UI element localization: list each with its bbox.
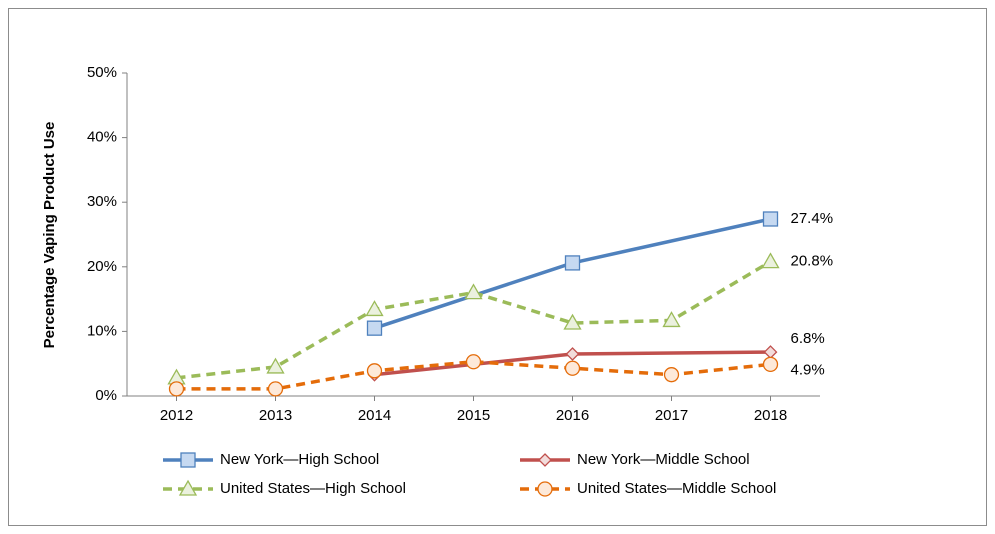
marker: [564, 360, 581, 376]
marker: [762, 356, 779, 372]
marker: [663, 367, 680, 383]
marker: [180, 452, 196, 468]
marker: [168, 381, 185, 397]
marker: [564, 255, 581, 271]
x-tick-label: 2014: [358, 407, 391, 424]
legend-label: New York—High School: [220, 451, 379, 468]
x-tick-label: 2012: [160, 407, 193, 424]
marker: [365, 300, 384, 317]
marker: [538, 453, 552, 467]
marker: [366, 320, 383, 336]
y-tick-label: 40%: [87, 129, 117, 146]
y-tick-label: 0%: [95, 387, 117, 404]
marker: [464, 283, 483, 300]
data-label: 20.8%: [791, 253, 834, 270]
legend-label: United States—High School: [220, 480, 406, 497]
marker: [563, 313, 582, 330]
marker: [465, 354, 482, 370]
legend-label: New York—Middle School: [577, 451, 750, 468]
y-axis-title: Percentage Vaping Product Use: [41, 122, 58, 349]
data-label: 4.9%: [791, 361, 825, 378]
marker: [266, 357, 285, 374]
y-tick-label: 30%: [87, 193, 117, 210]
chart-frame: [8, 8, 987, 526]
marker: [178, 479, 198, 496]
x-tick-label: 2016: [556, 407, 589, 424]
y-tick-label: 20%: [87, 258, 117, 275]
x-tick-label: 2018: [754, 407, 787, 424]
marker: [267, 381, 284, 397]
marker: [565, 347, 580, 361]
marker: [366, 363, 383, 379]
x-tick-label: 2017: [655, 407, 688, 424]
y-tick-label: 50%: [87, 64, 117, 81]
x-tick-label: 2015: [457, 407, 490, 424]
x-tick-label: 2013: [259, 407, 292, 424]
marker: [761, 252, 780, 269]
marker: [537, 481, 553, 497]
data-label: 27.4%: [791, 210, 834, 227]
data-label: 6.8%: [791, 330, 825, 347]
marker: [762, 211, 779, 227]
marker: [662, 311, 681, 328]
y-tick-label: 10%: [87, 322, 117, 339]
legend-label: United States—Middle School: [577, 480, 776, 497]
